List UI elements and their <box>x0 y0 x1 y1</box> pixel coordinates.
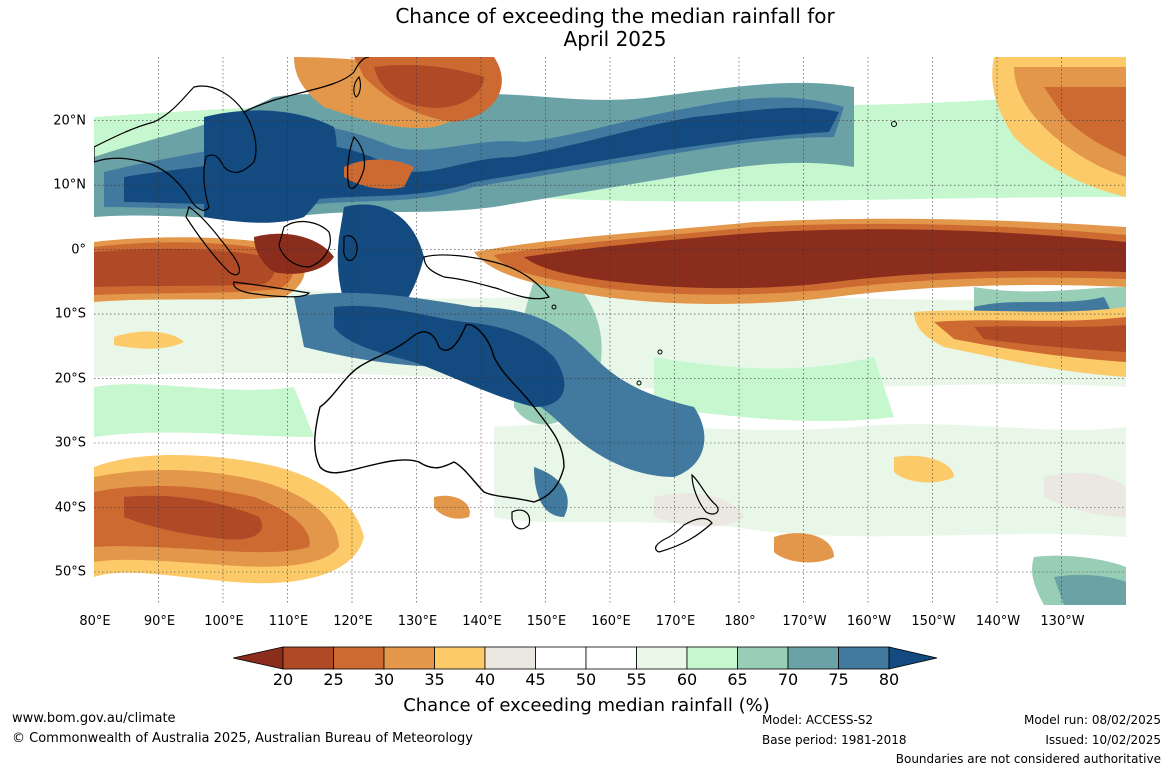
model-text: Model: ACCESS-S2 <box>762 713 874 727</box>
lon-label-130w: 130°W <box>1040 614 1085 629</box>
colorbar-arrow-high <box>888 646 938 670</box>
disclaimer-text: Boundaries are not considered authoritat… <box>895 752 1161 766</box>
lon-label-90e: 90°E <box>143 614 176 629</box>
colorbar-segment <box>535 646 587 670</box>
colorbar-tick-80: 80 <box>878 670 900 689</box>
colorbar-segment <box>636 646 688 670</box>
lon-label-160e: 160°E <box>591 614 631 629</box>
website-text: www.bom.gov.au/climate <box>12 711 176 726</box>
lon-label-140w: 140°W <box>975 614 1021 629</box>
lon-label-150w: 150°W <box>911 614 956 629</box>
lon-label-140e: 140°E <box>462 614 502 629</box>
map-title-line1: Chance of exceeding the median rainfall … <box>395 4 835 28</box>
colorbar-arrow-low <box>233 646 284 670</box>
lon-label-170e: 170°E <box>655 614 696 629</box>
lat-label-20s: 20°S <box>54 371 86 387</box>
colorbar-segment <box>787 646 839 670</box>
rainfall-map <box>94 57 1126 605</box>
colorbar-segment <box>333 646 385 670</box>
lat-label-10s: 10°S <box>54 306 86 322</box>
colorbar-legend <box>233 646 938 670</box>
lat-label-0: 0° <box>71 242 86 258</box>
lon-label-170w: 170°W <box>782 614 827 629</box>
lon-label-150e: 150°E <box>526 614 567 629</box>
lon-label-80e: 80°E <box>79 614 111 629</box>
colorbar-segment <box>585 646 637 670</box>
lon-label-120e: 120°E <box>333 614 373 629</box>
issued-text: Issued: 10/02/2025 <box>1045 733 1161 747</box>
base-period-text: Base period: 1981-2018 <box>762 733 907 747</box>
colorbar-segment <box>737 646 789 670</box>
lat-label-40s: 40°S <box>54 500 86 515</box>
colorbar-tick-55: 55 <box>626 670 647 689</box>
colorbar-tick-65: 65 <box>727 670 748 689</box>
colorbar-segment <box>484 646 536 670</box>
colorbar-tick-45: 45 <box>525 670 546 689</box>
lon-label-160w: 160°W <box>846 614 892 629</box>
colorbar-tick-30: 30 <box>373 670 395 689</box>
lon-label-130e: 130°E <box>397 614 438 629</box>
rainfall-map-svg <box>94 57 1126 605</box>
colorbar-tick-25: 25 <box>323 670 344 689</box>
colorbar-segment <box>434 646 486 670</box>
colorbar-tick-70: 70 <box>777 670 799 689</box>
lon-label-110e: 110°E <box>268 614 309 629</box>
lat-label-50s: 50°S <box>54 564 86 580</box>
lon-label-180: 180° <box>724 614 756 629</box>
colorbar-segment <box>686 646 738 670</box>
lat-label-20n: 20°N <box>53 113 86 129</box>
colorbar-segment <box>282 646 334 670</box>
lon-label-100e: 100°E <box>204 614 244 629</box>
colorbar-segment <box>838 646 890 670</box>
copyright-text: © Commonwealth of Australia 2025, Austra… <box>12 731 473 746</box>
colorbar-tick-75: 75 <box>828 670 849 689</box>
colorbar-tick-35: 35 <box>424 670 445 689</box>
colorbar-tick-20: 20 <box>272 670 294 689</box>
map-title-line2: April 2025 <box>563 27 667 51</box>
model-run-text: Model run: 08/02/2025 <box>1023 713 1161 727</box>
colorbar-label: Chance of exceeding median rainfall (%) <box>403 695 770 716</box>
colorbar-tick-40: 40 <box>474 670 496 689</box>
colorbar-segment <box>383 646 435 670</box>
colorbar-tick-60: 60 <box>676 670 698 689</box>
lat-label-10n: 10°N <box>53 177 86 193</box>
lat-label-30s: 30°S <box>54 435 86 451</box>
colorbar-tick-50: 50 <box>575 670 597 689</box>
